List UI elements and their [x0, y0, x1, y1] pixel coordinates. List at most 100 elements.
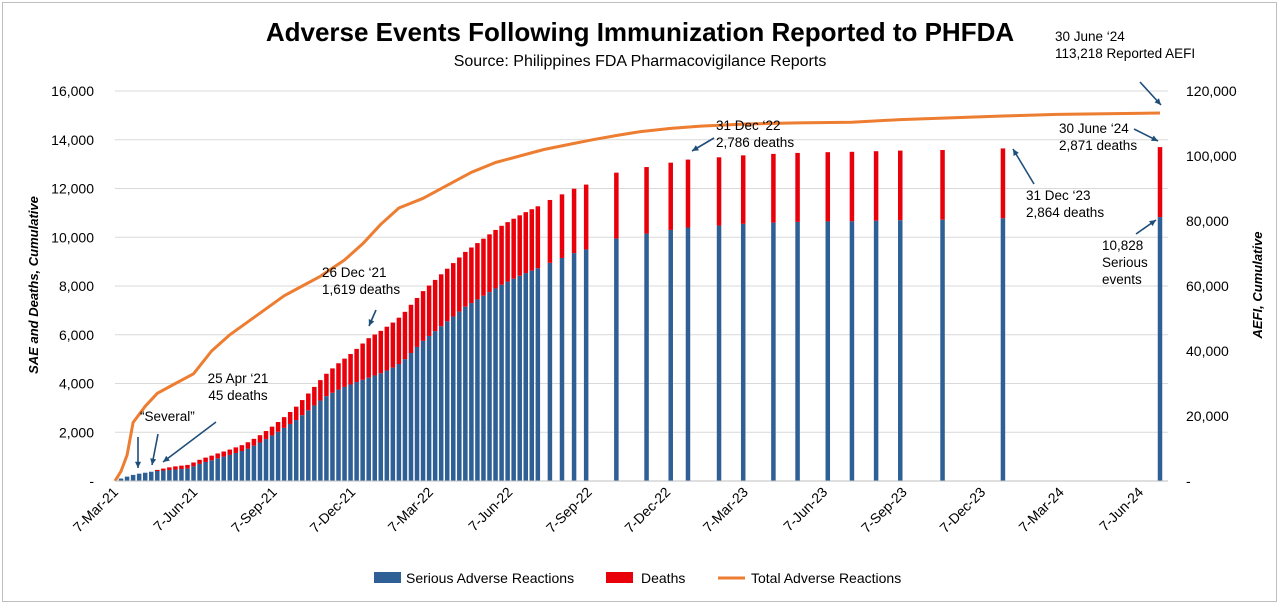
gridlines — [115, 90, 1168, 482]
x-tick-label: 7-Dec-21 — [306, 484, 358, 536]
bar-deaths — [499, 225, 504, 285]
bar-deaths — [529, 209, 535, 271]
legend-label: Total Adverse Reactions — [751, 570, 901, 586]
x-tick-label: 7-Sep-22 — [543, 484, 595, 536]
bar-deaths — [771, 153, 776, 223]
annotations: “Several” 25 Apr ‘21 45 deaths 26 Dec ‘21 1,… — [134, 29, 1195, 468]
y-left-tick-label: - — [89, 473, 94, 489]
bar-serious — [685, 227, 691, 481]
x-tick-label: 7-Jun-21 — [150, 484, 201, 535]
y-right-tick-label: - — [1186, 473, 1191, 489]
bar-serious — [342, 386, 347, 481]
bar-serious — [185, 468, 190, 481]
x-tick-label: 7-Jun-24 — [1096, 484, 1147, 535]
bar-serious — [130, 474, 136, 481]
bar-deaths — [324, 373, 329, 397]
bar-serious — [469, 303, 474, 481]
annotation-arrowhead — [163, 455, 170, 462]
bar-serious — [173, 469, 178, 481]
annotation-dec23: 31 Dec ‘23 — [1026, 188, 1091, 203]
bar-serious — [203, 461, 208, 481]
bar-serious — [293, 420, 299, 481]
bar-deaths — [505, 222, 510, 282]
bar-deaths — [348, 354, 353, 385]
bar-serious — [408, 353, 414, 481]
bar-deaths — [475, 243, 480, 300]
x-tick-label: 7-Jun-23 — [780, 484, 831, 535]
line-series — [113, 111, 1161, 482]
y-right-tick-label: 20,000 — [1186, 408, 1229, 424]
bar-serious — [318, 400, 323, 481]
bar-serious — [312, 405, 317, 481]
x-tick-label: 7-Mar-21 — [70, 484, 122, 536]
bar-deaths — [215, 453, 220, 459]
bar-serious — [306, 410, 311, 481]
y-right-tick-label: 40,000 — [1186, 343, 1229, 359]
bar-serious — [257, 442, 263, 481]
x-tick-label: 7-Mar-24 — [1015, 484, 1067, 536]
bar-serious — [451, 316, 456, 481]
bar-deaths — [685, 159, 691, 228]
bar-serious — [227, 454, 233, 481]
annotation-dec22: 2,786 deaths — [716, 135, 794, 150]
x-tick-label: 7-Sep-21 — [228, 484, 280, 536]
bar-deaths — [209, 455, 214, 461]
y-right-tick-label: 100,000 — [1186, 148, 1237, 164]
annotation-jun24-deaths: 2,871 deaths — [1059, 138, 1137, 153]
annotation-dec21: 1,619 deaths — [322, 282, 400, 297]
bar-serious — [384, 370, 390, 481]
bar-serious — [614, 238, 619, 481]
x-tick-label: 7-Mar-22 — [385, 484, 437, 536]
annotation-arrowhead — [368, 319, 375, 326]
annotation-total-aefi: 30 June ‘24 — [1055, 29, 1125, 44]
bar-serious — [644, 233, 649, 481]
bar-deaths — [426, 285, 432, 336]
y-axis-left-label: SAE and Deaths, Cumulative — [26, 196, 41, 374]
bar-deaths — [336, 363, 341, 390]
bar-deaths — [487, 234, 492, 293]
bar-serious — [209, 460, 214, 481]
bar-deaths — [293, 406, 299, 421]
bar-deaths — [354, 348, 359, 383]
bar-serious — [511, 278, 516, 481]
x-tick-label: 7-Sep-23 — [858, 484, 910, 536]
bar-deaths — [481, 238, 486, 296]
bar-deaths — [167, 467, 172, 471]
y-left-tick-label: 8,000 — [59, 278, 94, 294]
bar-serious — [354, 382, 359, 481]
bar-deaths — [306, 393, 311, 411]
bar-serious — [432, 331, 438, 481]
bar-serious — [1157, 217, 1163, 481]
bar-deaths — [644, 167, 649, 234]
bar-deaths — [360, 343, 365, 380]
bar-serious — [336, 389, 341, 481]
chart-subtitle: Source: Philippines FDA Pharmacovigilanc… — [454, 53, 827, 70]
bar-serious — [583, 249, 589, 481]
bar-serious — [330, 392, 335, 481]
bar-serious — [136, 473, 142, 481]
bar-serious — [529, 270, 535, 481]
bar-deaths — [432, 279, 438, 332]
bar-serious — [390, 367, 396, 481]
annotation-arrowhead — [150, 458, 157, 465]
bar-serious — [348, 384, 353, 481]
annotation-arrowhead — [1151, 135, 1158, 141]
bar-deaths — [559, 194, 565, 258]
bar-deaths — [873, 151, 879, 221]
bar-serious — [517, 275, 522, 481]
bar-serious — [940, 219, 945, 481]
bar-serious — [523, 273, 529, 481]
bar-serious — [300, 415, 305, 481]
annotation-several: “Several” — [140, 409, 195, 424]
bar-deaths — [275, 422, 281, 432]
y-left-tick-label: 6,000 — [59, 327, 94, 343]
bar-serious — [396, 364, 402, 481]
bar-deaths — [795, 152, 800, 222]
annotation-arrowhead — [1154, 98, 1161, 105]
bar-deaths — [898, 150, 903, 221]
bar-deaths — [390, 322, 396, 368]
bar-deaths — [227, 449, 233, 455]
bar-serious — [559, 257, 565, 481]
bar-deaths — [221, 451, 226, 457]
bar-deaths — [378, 330, 384, 374]
